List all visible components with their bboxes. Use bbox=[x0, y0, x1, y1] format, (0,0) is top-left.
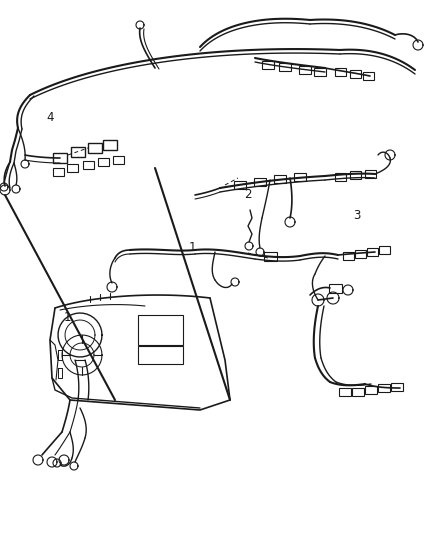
Bar bbox=[378, 384, 390, 392]
Bar bbox=[354, 250, 365, 258]
Bar bbox=[138, 346, 183, 364]
Bar bbox=[279, 63, 291, 71]
Bar bbox=[53, 153, 67, 163]
Bar bbox=[274, 175, 286, 183]
Bar bbox=[262, 61, 274, 69]
Bar bbox=[391, 383, 403, 391]
Text: 1: 1 bbox=[64, 311, 72, 324]
Bar bbox=[113, 156, 124, 164]
Text: 4: 4 bbox=[46, 111, 54, 124]
Bar bbox=[71, 147, 85, 157]
Bar bbox=[352, 388, 364, 396]
Bar bbox=[234, 181, 246, 189]
Bar bbox=[364, 170, 375, 178]
Bar bbox=[254, 178, 266, 186]
Bar bbox=[365, 386, 377, 394]
Bar bbox=[88, 143, 102, 153]
Bar bbox=[314, 68, 326, 76]
Bar bbox=[138, 315, 183, 345]
Text: 1: 1 bbox=[189, 241, 197, 254]
Bar bbox=[53, 168, 64, 176]
Text: 2: 2 bbox=[244, 188, 251, 201]
Bar bbox=[67, 164, 78, 172]
Bar bbox=[363, 72, 374, 80]
Bar bbox=[350, 70, 360, 78]
Bar bbox=[350, 171, 360, 179]
Bar bbox=[378, 246, 389, 254]
Bar bbox=[264, 252, 276, 261]
Bar bbox=[328, 284, 342, 293]
Bar bbox=[294, 173, 306, 181]
Bar bbox=[335, 173, 346, 181]
Bar bbox=[339, 388, 351, 396]
Bar bbox=[299, 66, 311, 74]
Bar bbox=[98, 158, 109, 166]
Bar bbox=[343, 252, 353, 260]
Bar bbox=[367, 248, 378, 256]
Bar bbox=[82, 161, 93, 169]
Bar bbox=[335, 68, 346, 76]
Bar bbox=[103, 140, 117, 150]
Text: 3: 3 bbox=[353, 209, 360, 222]
